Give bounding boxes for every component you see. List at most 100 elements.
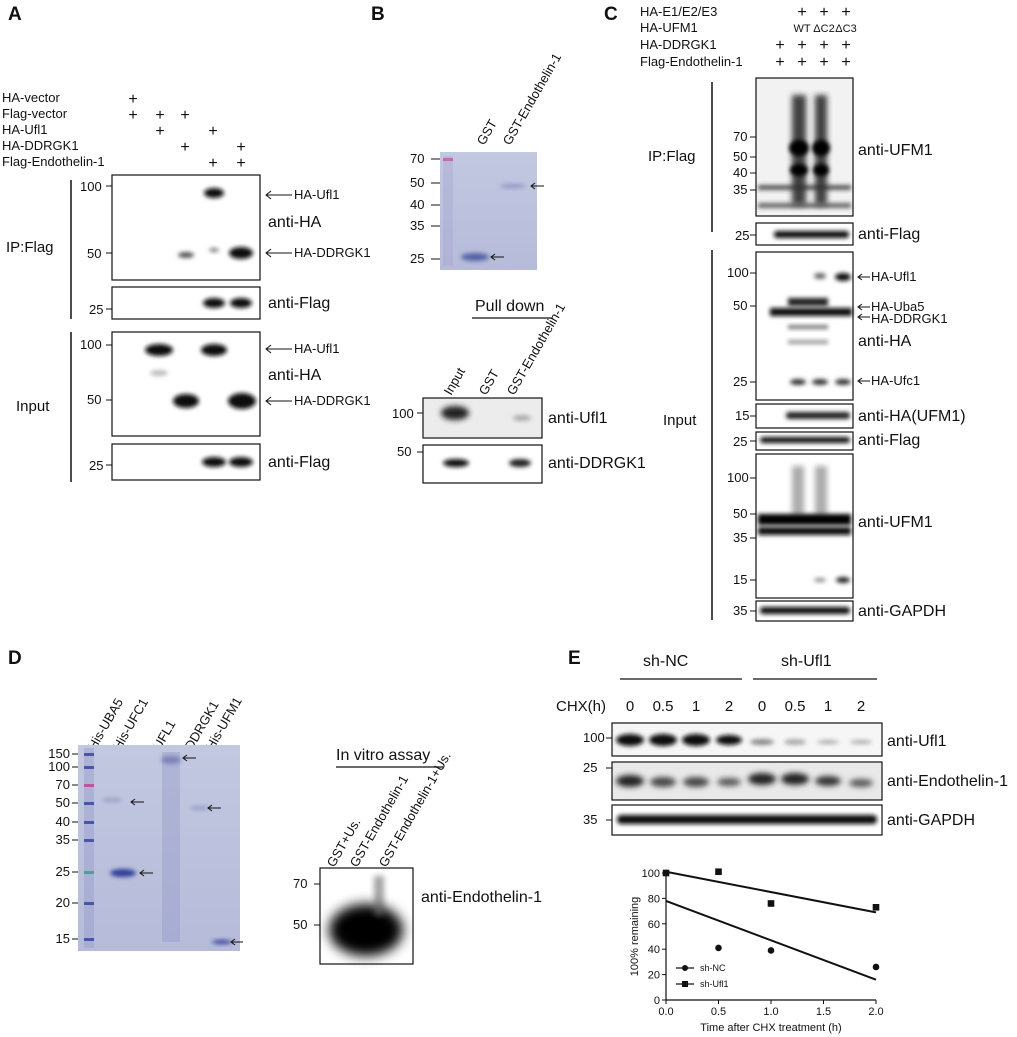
panel-e-letter: E — [568, 648, 581, 669]
antibody-label: anti-DDRGK1 — [548, 455, 646, 472]
blot-d-endothelin: 70 50 anti-Endothelin-1 — [293, 867, 542, 965]
panel-b: B GST GST-Endothelin-1 70 50 40 35 25 — [371, 4, 646, 484]
y-tick-label: 0 — [654, 995, 660, 1007]
blot-e-ufl1: 100 anti-Ufl1 — [583, 722, 947, 757]
pulldown-lane: Input — [441, 365, 469, 398]
antibody-label: anti-GAPDH — [887, 812, 975, 829]
antibody-label: anti-GAPDH — [858, 603, 946, 620]
condition-sign: + — [180, 139, 189, 156]
marker: 40 — [410, 197, 424, 212]
assay-title: In vitro assay — [336, 747, 430, 764]
cond-label: HA-E1/E2/E3 — [640, 4, 717, 19]
chx-label: CHX(h) — [556, 698, 606, 715]
condition-sign: + — [128, 107, 137, 124]
antibody-label: anti-UFM1 — [858, 514, 933, 531]
marker: 50 — [293, 917, 307, 932]
marker: 100 — [392, 406, 414, 421]
marker: 20 — [56, 895, 70, 910]
marker: 35 — [733, 182, 747, 197]
condition-sign: + — [128, 91, 137, 108]
condition-sign: + — [236, 139, 245, 156]
band-label: HA-DDRGK1 — [294, 393, 371, 408]
antibody-label: anti-HA — [268, 214, 322, 231]
panel-a: A HA-vector Flag-vector HA-Ufl1 HA-DDRGK… — [2, 4, 371, 482]
marker: 15 — [735, 408, 749, 423]
x-tick-label: 0.5 — [711, 1006, 726, 1018]
marker: 50 — [87, 246, 101, 261]
band-label: HA-Uba5 — [871, 299, 924, 314]
data-point — [662, 869, 670, 877]
x-tick-label: 1.5 — [816, 1006, 831, 1018]
cond-label: Flag-vector — [2, 106, 68, 121]
panel-a-signs: ++ + ++ ++ ++ + — [128, 91, 245, 172]
antibody-label: anti-HA — [858, 333, 912, 350]
marker: 35 — [733, 530, 747, 545]
y-tick-label: 60 — [648, 919, 660, 931]
timepoint: 2 — [725, 698, 733, 715]
marker: 35 — [733, 603, 747, 618]
antibody-label: anti-Flag — [268, 454, 330, 471]
condition-sign: + — [155, 123, 164, 140]
marker: 100 — [80, 337, 102, 352]
condition-sign: + — [236, 155, 245, 172]
marker: 100 — [48, 759, 70, 774]
condition-sign: + — [797, 4, 806, 21]
cond-label: Flag-Endothelin-1 — [2, 154, 105, 169]
marker: 40 — [56, 814, 70, 829]
band-label: HA-DDRGK1 — [294, 245, 371, 260]
y-tick-label: 100 — [642, 868, 660, 880]
x-tick-label: 0.0 — [658, 1006, 673, 1018]
panel-c-letter: C — [604, 4, 618, 25]
blot-b-ddrgk1: 50 anti-DDRGK1 — [397, 444, 646, 484]
data-point — [715, 944, 722, 952]
band-label: HA-Ufl1 — [871, 269, 917, 284]
cond-label: HA-Ufl1 — [2, 122, 48, 137]
data-point — [715, 868, 722, 876]
blot-c-input-ufm1: 100 50 35 15 anti-UFM1 — [727, 453, 933, 599]
y-tick-label: 20 — [648, 970, 660, 982]
panel-d-letter: D — [8, 648, 22, 669]
marker: 70 — [733, 129, 747, 144]
marker: 70 — [410, 151, 424, 166]
y-axis-label: 100% remaining — [629, 897, 641, 977]
cond-label: HA-vector — [2, 90, 60, 105]
blot-c-input-ha: 100 50 25 HA-Ufl1 HA-Uba5 HA-DDRGK1 HA-U… — [727, 251, 948, 401]
panel-d: D His-UBA5 His-UFC1 UFL1 DDRGK1 His-UFM1 — [8, 648, 542, 965]
gel-lane-label: GST-Endothelin-1 — [500, 51, 565, 148]
data-point — [767, 947, 775, 954]
antibody-label: anti-HA(UFM1) — [858, 408, 966, 425]
timepoint: 1 — [692, 698, 700, 715]
marker: 25 — [410, 251, 424, 266]
timepoints: 0 0.5 1 2 0 0.5 1 2 — [626, 698, 865, 715]
blot-c-input-ha-ufm1: 15 anti-HA(UFM1) — [735, 403, 966, 429]
panel-c-signs: + + +WT ΔC2 ΔC3+ + + ++ + + + — [775, 4, 856, 71]
blot-a-ip-ha: 100 50 HA-Ufl1 HA-DDRGK1 anti-HA — [80, 174, 371, 281]
condition-sign: + — [208, 123, 217, 140]
legend-marker — [682, 981, 688, 987]
condition-sign: + — [797, 54, 806, 71]
gel-b: GST GST-Endothelin-1 70 50 40 35 25 — [410, 51, 564, 270]
blot-c-input-flag: 25 anti-Flag — [733, 431, 920, 451]
gel-image — [440, 152, 537, 270]
condition-sign: + — [841, 54, 850, 71]
condition-sign: + — [180, 107, 189, 124]
y-tick-label: 80 — [648, 893, 660, 905]
band-label: HA-Ufl1 — [294, 341, 340, 356]
panel-a-letter: A — [8, 4, 22, 25]
condition-sign: + — [819, 4, 828, 21]
blot-e-gapdh: 35 anti-GAPDH — [583, 804, 975, 836]
marker: 25 — [735, 228, 749, 243]
marker: 150 — [48, 746, 70, 761]
gel-lane-label: GST — [474, 117, 500, 148]
marker: 100 — [583, 730, 605, 745]
marker: 35 — [56, 832, 70, 847]
x-axis-label: Time after CHX treatment (h) — [700, 1022, 841, 1034]
timepoint: 0 — [758, 698, 766, 715]
input-label: Input — [16, 398, 50, 415]
panel-e: E sh-NC sh-Ufl1 CHX(h) 0 0.5 1 2 0 0.5 1 2 100 … — [556, 648, 1008, 1034]
x-tick-label: 1.0 — [763, 1006, 778, 1018]
decay-chart: 0 20 40 60 80 100 0.0 0.5 1.0 1.5 2.0 Time after CH… — [629, 868, 884, 1034]
data-point — [767, 900, 775, 907]
group-label: sh-NC — [643, 653, 688, 670]
